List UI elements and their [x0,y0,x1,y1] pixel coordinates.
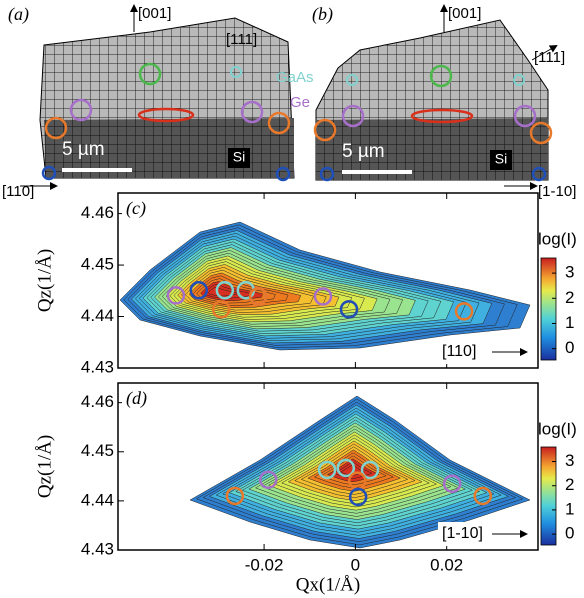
marker [348,487,368,507]
direction-label: [1-10] [442,525,483,542]
colorbar-tick-label: 3 [565,451,574,470]
sem-marker [513,74,525,86]
colorbar-tick-label: 2 [565,288,574,307]
marker [442,474,462,493]
sem-marker [341,104,365,128]
sem-marker [410,108,474,124]
panel-label-box [122,197,152,221]
y-axis-label: Qz(1/Å) [34,249,55,312]
scale-bar-label: 5 µm [342,141,385,162]
sem-marker [531,166,547,182]
marker [166,286,186,305]
sem-marker [137,107,195,123]
x-tick-label: 0.02 [430,555,463,574]
marker [336,458,356,478]
y-tick-label: 4.44 [81,490,114,509]
colorbar-tick-label: 1 [565,313,574,332]
plot-frame [117,192,539,369]
marker [454,302,474,321]
direction-label: [001] [448,5,481,22]
plot: 4.43 4.44 4.45 4.46 (c) [110] Qz(1/Å) log(I) 0 1 2… [34,192,577,376]
sem-marker [267,111,291,135]
colorbar-tick-label: 1 [565,499,574,518]
y-tick-label: 4.45 [81,255,114,274]
sem-marker [230,66,242,78]
direction-label: [111] [534,49,565,66]
y-axis-label: Qz(1/Å) [34,435,55,498]
sem-marker [429,64,453,88]
panel-label: (d) [126,388,147,409]
direction-label: [110] [2,183,34,200]
direction-label: [111] [226,31,257,48]
sem-marker [44,116,68,140]
panel-label-box [122,387,152,411]
colorbar-title: log(I) [538,229,577,248]
colorbar [540,257,557,361]
x-tick-label: -0.02 [245,555,284,574]
sem-marker [513,104,537,128]
y-tick-label: 4.44 [81,306,114,325]
marker [189,281,209,300]
sem-marker [41,165,57,181]
x-axis-label: Qx(1/Å) [296,574,360,595]
y-tick-label: 4.43 [81,357,114,376]
direction-label: [1-10] [538,183,576,200]
marker [248,287,268,306]
scale-bar-label: 5 µm [62,139,105,160]
direction-label: [001] [138,5,171,22]
material-label: Si [495,151,507,167]
colorbar-tick-label: 0 [565,338,574,357]
marker [211,300,231,319]
marker [313,287,333,306]
label-box [490,150,512,170]
label-box [228,148,250,168]
marker [339,300,359,319]
sem-panel-a: (a) [001] [111] 5 µm Si [110] [2,4,295,200]
marker [215,281,235,300]
colorbar-tick-label: 2 [565,475,574,494]
legend-gaas: GaAs [276,69,314,86]
arrow [531,44,558,61]
y-tick-label: 4.43 [81,539,114,558]
sem-marker [240,100,264,124]
colorbar-title: log(I) [538,419,577,438]
panel-label: (a) [8,4,29,25]
marker [360,460,380,480]
sem-marker [319,166,335,182]
marker [225,486,245,506]
material-label: Si [233,149,245,165]
marker [473,486,493,506]
sem-marker [529,121,553,145]
y-tick-label: 4.46 [81,203,114,222]
y-tick-label: 4.45 [81,441,114,460]
x-tick-label: 0 [351,555,360,574]
colorbar-tick-label: 3 [565,263,574,282]
direction-label: [110] [442,343,476,360]
sem-marker [346,74,358,86]
sem-marker [275,166,291,182]
y-tick-label: 4.46 [81,392,114,411]
sem-marker [138,62,162,86]
sem-marker [69,98,93,122]
panel-label: (c) [126,198,146,219]
marker [258,470,278,490]
panel-label: (b) [312,4,333,25]
marker [317,460,337,480]
plot-frame [117,382,539,551]
sem-panel-b: (b) [001] [111] 5 µm Si [1-10] [312,4,576,200]
colorbar [540,446,557,546]
legend-ge: Ge [290,94,310,111]
colorbar-tick-label: 0 [565,524,574,543]
plot: 4.43 4.44 4.45 4.46 -0.02 0 0.02 (d) [1-10] Qz(1/… [34,382,577,595]
sem-marker [313,118,337,142]
